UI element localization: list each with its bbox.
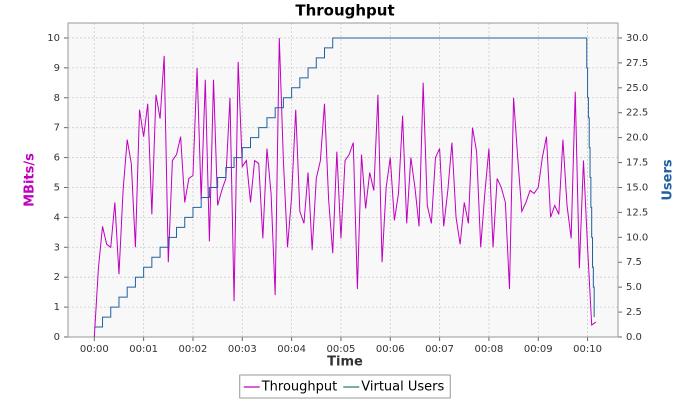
- plot-border: [67, 22, 619, 338]
- y2-tick-label: 25.0: [626, 83, 648, 94]
- series-line: [93, 37, 597, 338]
- x-tick-label: 00:07: [425, 344, 454, 355]
- y-axis-label: MBits/s: [23, 153, 38, 207]
- x-tick-label: 00:08: [475, 344, 504, 355]
- y-tick-label: 8: [54, 93, 60, 104]
- x-tick-label: 00:10: [573, 344, 602, 355]
- x-axis-label: Time: [327, 355, 363, 370]
- y-tick-label: 6: [54, 153, 60, 164]
- y2-tick-label: 0.0: [626, 332, 642, 343]
- x-tick-label: 00:03: [228, 344, 257, 355]
- y2-tick-label: 17.5: [626, 158, 648, 169]
- y2-axis-label: Users: [661, 159, 676, 201]
- y2-tick-label: 20.0: [626, 133, 648, 144]
- y-tick-label: 1: [54, 302, 60, 313]
- x-tick-label: 00:00: [80, 344, 109, 355]
- legend-label: Virtual Users: [361, 380, 444, 395]
- y-tick-label: 9: [54, 63, 60, 74]
- y2-tick-label: 5.0: [626, 282, 642, 293]
- legend: Throughput Virtual Users: [239, 374, 451, 399]
- x-tick-label: 00:02: [179, 344, 208, 355]
- legend-label: Throughput: [261, 380, 338, 395]
- y2-tick-label: 12.5: [626, 207, 648, 218]
- y-tick-label: 7: [54, 123, 60, 134]
- y-tick-label: 4: [54, 212, 60, 223]
- y2-tick-label: 27.5: [626, 58, 648, 69]
- y2-tick-label: 15.0: [626, 182, 648, 193]
- y2-tick-label: 7.5: [626, 257, 642, 268]
- y2-tick-label: 22.5: [626, 108, 648, 119]
- y-tick-label: 5: [54, 182, 60, 193]
- y-tick-label: 3: [54, 242, 60, 253]
- x-tick-label: 00:01: [129, 344, 158, 355]
- y2-tick-label: 10.0: [626, 232, 648, 243]
- x-tick-label: 00:06: [376, 344, 405, 355]
- chart-title: Throughput: [295, 2, 394, 20]
- x-tick-label: 00:09: [524, 344, 553, 355]
- plot-area: [68, 23, 618, 337]
- x-tick-label: 00:04: [277, 344, 306, 355]
- y-tick-label: 0: [54, 332, 60, 343]
- y2-tick-label: 2.5: [626, 307, 642, 318]
- x-tick-label: 00:05: [327, 344, 356, 355]
- y2-tick-label: 30.0: [626, 33, 648, 44]
- y-tick-label: 10: [47, 33, 60, 44]
- series-line: [94, 37, 595, 328]
- y-tick-label: 2: [54, 272, 60, 283]
